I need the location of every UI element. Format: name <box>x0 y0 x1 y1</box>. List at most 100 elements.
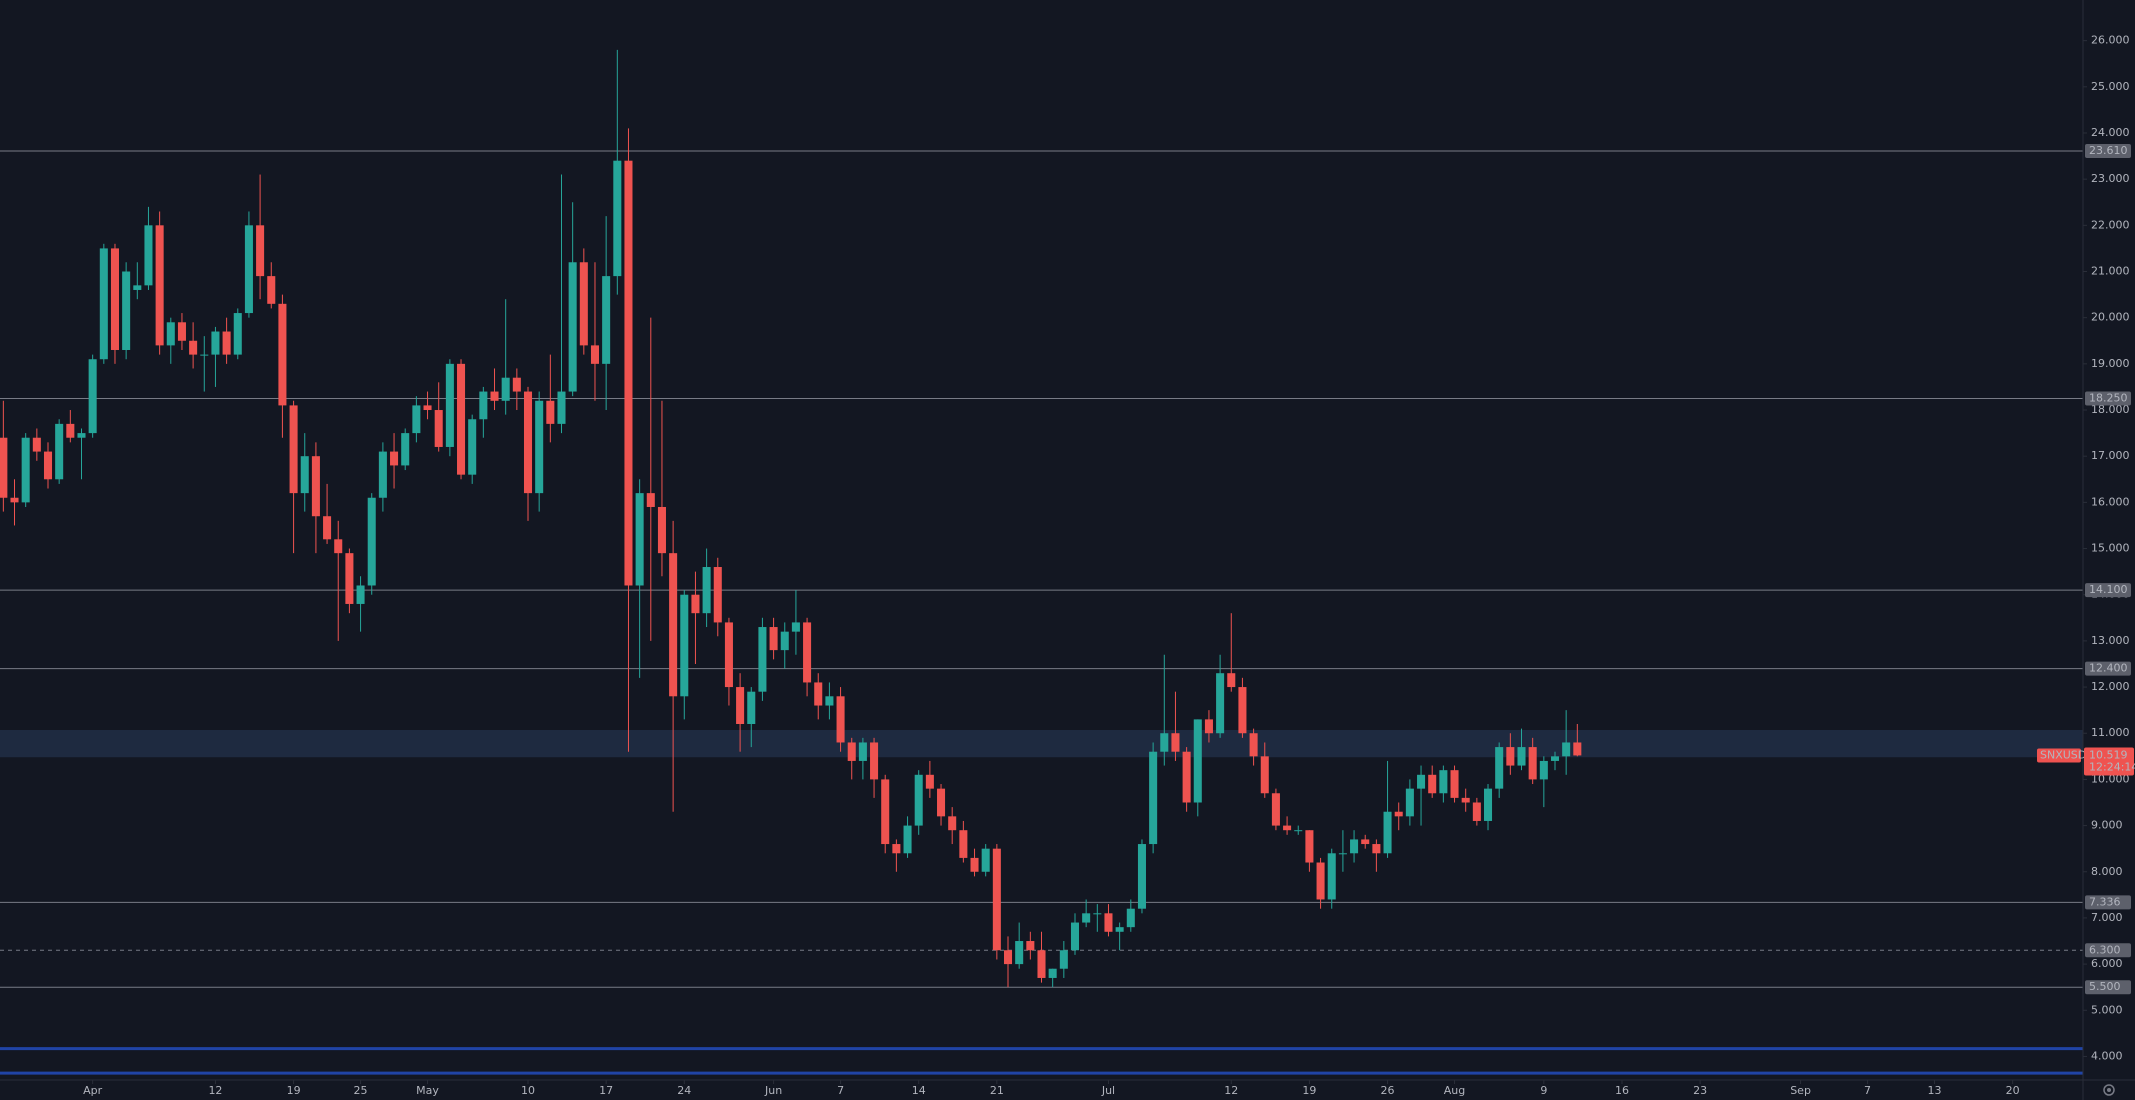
x-tick-label: 13 <box>1928 1084 1942 1097</box>
candle-body <box>1115 927 1124 932</box>
candle-body <box>523 391 533 494</box>
y-tick-label: 5.000 <box>2091 1003 2123 1016</box>
candle-body <box>1283 825 1292 831</box>
x-tick-label: 23 <box>1693 1084 1707 1097</box>
candle-body <box>669 553 678 697</box>
candle-body <box>546 400 555 424</box>
candle-body <box>1048 968 1057 978</box>
countdown-label: 12:24:14 <box>2089 760 2135 773</box>
y-tick-label: 22.000 <box>2091 218 2130 231</box>
x-tick-label: 21 <box>990 1084 1004 1097</box>
y-tick-label: 4.000 <box>2091 1049 2123 1062</box>
gear <box>2103 1084 2115 1096</box>
level-label-box <box>2085 661 2131 676</box>
y-tick-label: 21.000 <box>2091 265 2130 278</box>
candle-body <box>222 331 231 355</box>
candle-body <box>445 363 454 447</box>
candle-body <box>836 696 845 743</box>
candle-body <box>903 825 912 854</box>
candle-body <box>311 456 320 517</box>
candle-body <box>624 160 633 586</box>
candle-body <box>1539 760 1548 780</box>
candle-body <box>1137 844 1146 909</box>
level-label-box <box>2085 583 2131 598</box>
x-tick-label: Aug <box>1444 1084 1465 1097</box>
candle-body <box>1439 770 1448 794</box>
x-tick-label: Apr <box>83 1084 103 1097</box>
y-tick-label: 16.000 <box>2091 495 2130 508</box>
x-tick-label: 7 <box>837 1084 844 1097</box>
candle-body <box>1238 687 1247 734</box>
level-label-box <box>2085 143 2131 158</box>
candle-body <box>1015 941 1024 965</box>
candle-body <box>43 451 53 480</box>
candle-body <box>1059 950 1068 969</box>
candle-body <box>747 691 756 725</box>
candle-body <box>635 493 644 586</box>
candle-body <box>1338 853 1347 855</box>
candle-body <box>1450 770 1459 798</box>
candle-body <box>1550 756 1560 761</box>
y-tick-label: 23.000 <box>2091 172 2130 185</box>
candle-body <box>1517 747 1526 766</box>
candle-body <box>1271 793 1280 826</box>
candle-body <box>1149 751 1158 845</box>
candle-body <box>512 377 521 392</box>
candle-body <box>133 285 142 290</box>
y-tick-label: 12.000 <box>2091 680 2130 693</box>
candle-body <box>1495 747 1504 789</box>
candle-body <box>1171 733 1180 752</box>
candle-body <box>858 742 867 761</box>
x-tick-label: 16 <box>1615 1084 1629 1097</box>
candle-body <box>1316 862 1325 900</box>
candle-body <box>177 322 186 341</box>
x-tick-label: 7 <box>1864 1084 1871 1097</box>
candle-body <box>769 627 778 651</box>
candle-body <box>390 451 399 466</box>
level-label-box <box>2085 391 2131 406</box>
gear-center <box>2107 1088 2111 1092</box>
candle-body <box>1383 811 1392 854</box>
candle-body <box>490 391 499 401</box>
candle-body <box>791 622 800 632</box>
candle-body <box>256 225 265 277</box>
x-tick-label: 25 <box>354 1084 368 1097</box>
x-tick-label: 26 <box>1381 1084 1395 1097</box>
candle-body <box>1305 830 1314 863</box>
candle-body <box>590 345 600 364</box>
candle-body <box>0 437 8 498</box>
candle-body <box>959 830 968 858</box>
candle-body <box>1070 922 1080 951</box>
candle-body <box>77 433 86 438</box>
y-tick-label: 11.000 <box>2091 726 2130 739</box>
candle-body <box>780 631 789 651</box>
candle-body <box>1506 747 1515 766</box>
candle-body <box>166 322 175 346</box>
y-tick-label: 13.000 <box>2091 634 2130 647</box>
candle-body <box>1204 719 1213 734</box>
y-tick-label: 10.000 <box>2091 772 2130 785</box>
candle-body <box>1104 913 1113 932</box>
candle-body <box>1350 839 1359 854</box>
candle-body <box>300 456 309 494</box>
level-label: 14.100 <box>2089 583 2128 596</box>
y-tick-label: 20.000 <box>2091 311 2130 324</box>
candle-body <box>323 516 332 540</box>
x-tick-label: 10 <box>521 1084 535 1097</box>
candle-body <box>1573 742 1582 756</box>
candle-body <box>1361 839 1370 845</box>
y-tick-label: 25.000 <box>2091 80 2130 93</box>
candle-body <box>356 585 365 604</box>
settings-icon[interactable] <box>2103 1084 2115 1096</box>
x-tick-label: 17 <box>599 1084 613 1097</box>
candle-body <box>1037 950 1046 978</box>
candle-body <box>1483 788 1493 821</box>
candle-body <box>21 437 30 503</box>
candle-body <box>892 844 901 854</box>
level-label: 6.300 <box>2089 943 2121 956</box>
x-tick-label: 20 <box>2006 1084 2020 1097</box>
candle-body <box>937 788 946 817</box>
y-tick-label: 6.000 <box>2091 957 2123 970</box>
candle-body <box>211 331 220 355</box>
candle-body <box>1562 742 1571 757</box>
